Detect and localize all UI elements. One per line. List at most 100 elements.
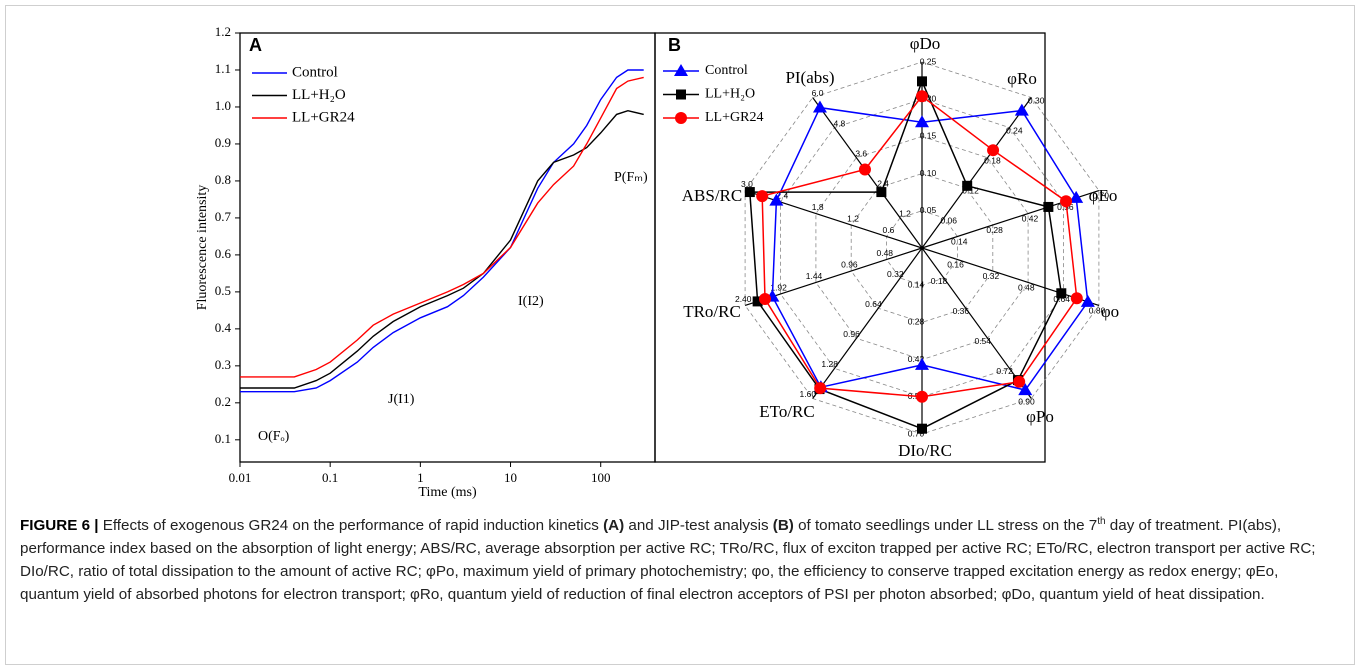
axis-tick-label: 2.4: [877, 179, 889, 189]
data-point: [1056, 288, 1067, 299]
y-tick-label: 1.1: [215, 61, 231, 76]
axis-tick-label: 0.15: [920, 131, 937, 141]
data-point: [769, 193, 784, 206]
data-point: [812, 100, 827, 113]
axis-tick-label: 0.96: [841, 260, 858, 270]
axis-tick-label: 0.42: [908, 354, 925, 364]
data-point: [915, 115, 929, 128]
data-point: [1069, 190, 1084, 203]
axis-tick-label: 0.18: [984, 155, 1001, 165]
axis-tick-label: 1.8: [812, 202, 824, 212]
grid-ring: [780, 98, 1064, 398]
axis-tick-label: 0.20: [920, 93, 937, 103]
y-tick-label: 0.4: [215, 320, 232, 335]
data-point: [1013, 375, 1026, 388]
annotation: I(I2): [518, 294, 544, 309]
y-tick-label: 0.8: [215, 172, 231, 187]
axis-tick-label: 0.96: [843, 329, 860, 339]
y-tick-label: 1.0: [215, 98, 231, 113]
legend-label: LL+GR24: [705, 110, 763, 125]
axis-tick-label: 0.24: [1006, 125, 1023, 135]
legend-label: Control: [292, 64, 338, 80]
axis-tick-label: 3.6: [855, 148, 867, 158]
caption-text: th: [1097, 516, 1106, 527]
y-tick-label: 1.2: [215, 24, 231, 39]
axis-tick-label: 6.0: [812, 88, 824, 98]
axis-tick-label: 0.70: [908, 428, 925, 438]
axis-tick-label: 1.60: [800, 389, 817, 399]
axis-tick-label: 0.10: [920, 168, 937, 178]
legend-marker: [676, 89, 686, 100]
data-point: [752, 296, 763, 307]
axis-tick-label: 0.64: [865, 299, 882, 309]
data-point: [916, 390, 928, 403]
axis-tick-label: 0.48: [876, 248, 893, 258]
data-point: [915, 357, 929, 370]
y-tick-label: 0.2: [215, 394, 231, 409]
caption-text: of tomato seedlings under LL stress on t…: [793, 517, 1098, 535]
panel-frame: [654, 32, 1046, 463]
axis-tick-label: 0.32: [983, 271, 1000, 281]
axis-tick-label: 1.2: [899, 209, 911, 219]
radar-axis: [744, 189, 923, 249]
axis-tick-label: 1.2: [847, 214, 859, 224]
axis-name: φEo: [1089, 186, 1118, 205]
annotation: O(Fₒ): [258, 429, 290, 444]
axis-tick-label: 0.14: [908, 279, 925, 289]
axis-tick-label: 1.28: [821, 359, 838, 369]
x-tick-label: 0.1: [322, 470, 338, 485]
axis-name: φPo: [1026, 407, 1054, 426]
axis-tick-label: 0.16: [947, 259, 964, 269]
caption-text: and JIP-test analysis: [624, 517, 773, 535]
annotation: J(I1): [388, 392, 415, 407]
caption-label: FIGURE 6 |: [20, 517, 99, 535]
radar-axis: [921, 247, 1032, 399]
axis-tick-label: 0.80: [1089, 305, 1106, 315]
data-point: [1043, 201, 1054, 212]
axis-tick-label: 0.14: [951, 236, 968, 246]
legend-label: Control: [705, 63, 748, 78]
panel-label: A: [249, 35, 262, 55]
axis-tick-label: 0.42: [1022, 213, 1039, 223]
axis-tick-label: 0.36: [953, 306, 970, 316]
caption: FIGURE 6 | Effects of exogenous GR24 on …: [20, 510, 1340, 606]
radar-axis: [812, 247, 923, 399]
axis-tick-label: 4.8: [833, 118, 845, 128]
axis-tick-label: 0.18: [931, 276, 948, 286]
data-point: [756, 190, 769, 203]
y-tick-label: 0.5: [215, 283, 231, 298]
axis-tick-label: 0.25: [920, 56, 937, 66]
axis-tick-label: 0.05: [920, 205, 937, 215]
data-point: [744, 187, 755, 198]
annotation: P(Fₘ): [614, 170, 648, 185]
data-point: [1018, 383, 1033, 396]
x-tick-label: 10: [504, 470, 517, 485]
axis-tick-label: 0.28: [986, 225, 1003, 235]
y-tick-label: 0.9: [215, 135, 231, 150]
legend-label: LL+GR24: [292, 109, 355, 125]
data-point: [1014, 103, 1029, 116]
axis-tick-label: 0.28: [908, 317, 925, 327]
axis-tick-label: 0.48: [1018, 282, 1035, 292]
axis-tick-label: 0.70: [1092, 190, 1109, 200]
charts: 0.1 0.2 0.3 0.4 0.5 0.6 0.7 0.8 0.9 1.0 1.1 1.2 0.01…: [195, 24, 1119, 500]
data-point: [917, 423, 927, 434]
data-point: [1080, 294, 1095, 307]
axis-name: ABS/RC: [682, 186, 742, 205]
axis-tick-label: 1.92: [770, 283, 787, 293]
data-line: [240, 69, 644, 393]
axis-name: ETo/RC: [759, 402, 814, 421]
axis-name: TRo/RC: [683, 302, 741, 321]
x-tick-label: 0.01: [229, 470, 252, 485]
radar-axis: [921, 247, 1100, 307]
x-tick-label: 100: [591, 470, 611, 485]
axis-tick-label: 2.40: [735, 294, 752, 304]
data-point: [987, 144, 1000, 157]
y-tick-label: 0.3: [215, 357, 231, 372]
axis-name: PI(abs): [785, 68, 834, 87]
axis-tick-label: 0.6: [883, 225, 895, 235]
data-point: [858, 163, 871, 176]
axis-name: φDo: [910, 34, 941, 53]
data-point: [916, 90, 928, 103]
